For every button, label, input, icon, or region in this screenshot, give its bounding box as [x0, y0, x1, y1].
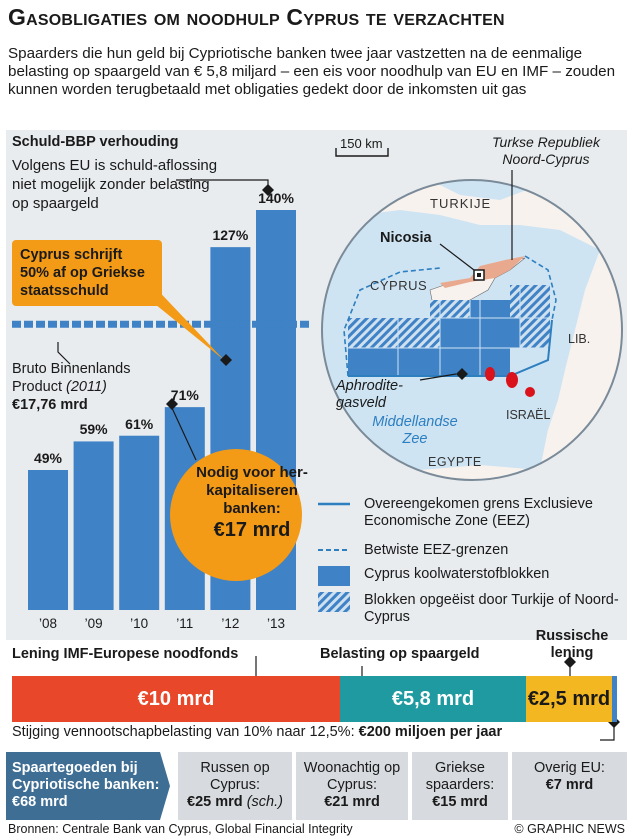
savings-item-label: Overig EU:: [534, 760, 605, 776]
bar-category-label: ’08: [38, 616, 57, 631]
savings-row: Spaartegoeden bij Cypriotische banken: €…: [6, 752, 627, 820]
savings-item-value: €21 mrd: [324, 794, 380, 810]
eez-agreed-line: [348, 319, 553, 377]
map-scale-label: 150 km: [340, 136, 383, 151]
bar-value-label: 49%: [33, 450, 63, 466]
legend-label: Blokken opgeëist door Turkije of Noord-C…: [364, 592, 619, 625]
map-label-trnc: Turkse Republiek Noord-Cyprus: [492, 134, 600, 167]
bar-value-label: 71%: [170, 387, 199, 404]
bar-category-label: ’10: [130, 616, 149, 631]
gdp-year: (2011): [66, 379, 107, 395]
recap-circle: [170, 449, 302, 581]
eez-disputed-line-east: [524, 255, 557, 321]
savings-item: Griekse spaarders: €15 mrd: [412, 752, 508, 820]
gdp-label-line2: Product: [12, 379, 62, 395]
bar-1: [73, 441, 114, 610]
loan-segment-tax: €5,8 mrd: [340, 676, 526, 722]
savings-item: Woonachtig op Cyprus: €21 mrd: [296, 752, 408, 820]
vat-line: Stijging vennootschapbelasting van 10% n…: [12, 724, 627, 740]
bar-category-label: ’09: [84, 616, 103, 631]
savings-title: Spaartegoeden bij Cypriotische banken: €…: [12, 760, 160, 810]
legend-label: Cyprus koolwaterstofblokken: [364, 566, 550, 582]
savings-item: Overig EU: €7 mrd: [512, 752, 627, 820]
eez-disputed-line: [343, 267, 441, 377]
chart-title: Schuld-BBP verhouding: [12, 134, 179, 150]
tax-value: €5,8 mrd: [391, 687, 475, 710]
savings-item-label: Woonachtig op Cyprus:: [303, 760, 401, 793]
greek-callout-pointer: [150, 282, 224, 360]
imf-loan-value: €10 mrd: [137, 687, 215, 710]
recap-pointer: [171, 407, 197, 461]
map-label-aphrodite: Aphrodite-gasveld: [336, 378, 403, 411]
bar-category-label: ’11: [176, 616, 194, 631]
nicosia-pointer: [439, 243, 475, 271]
eu-note: Volgens EU is schuld-aflossing niet moge…: [12, 157, 218, 212]
bar-category-label: ’13: [266, 616, 285, 631]
bar-category-label: ’12: [221, 616, 240, 631]
recap-text: Nodig voor her-kapitaliseren banken:: [196, 464, 308, 517]
recap-callout: Nodig voor her-kapitaliseren banken: €17…: [183, 464, 321, 542]
loan-segment-imf: €10 mrd: [12, 676, 340, 722]
vat-value: €200 miljoen per jaar: [358, 724, 503, 740]
bar-value-label: 140%: [258, 190, 294, 206]
loan-bar: €10 mrd €5,8 mrd €2,5 mrd: [12, 676, 617, 722]
map-scale-bar: [335, 148, 389, 157]
legend-item-claimed: Blokken opgeëist door Turkije of Noord-C…: [316, 592, 626, 632]
aphrodite-pointer: [419, 373, 457, 381]
map-label-egypte: EGYPTE: [428, 455, 482, 469]
legend-solid-block-icon: [318, 566, 350, 586]
recap-value: €17 mrd: [213, 519, 291, 541]
legend-label: Betwiste EEZ-grenzen: [364, 542, 509, 558]
gdp-label-pointer: [57, 342, 71, 365]
map-border: [321, 179, 623, 481]
map-label-turkije: TURKIJE: [430, 196, 492, 211]
savings-item: Russen op Cyprus: €25 mrd (sch.): [178, 752, 292, 820]
gdp-label: Bruto Binnenlands Product (2011) €17,76 …: [12, 360, 212, 414]
copyright-credit: © GRAPHIC NEWS: [514, 822, 625, 836]
savings-item-label: Russen op Cyprus:: [200, 760, 270, 793]
bar-2: [119, 435, 160, 610]
page-subtitle: Spaarders die hun geld bij Cypriotische …: [8, 45, 616, 98]
savings-arrow: [6, 752, 170, 820]
greek-callout-marker: [220, 354, 232, 366]
savings-item-value: €15 mrd: [432, 794, 488, 810]
savings-item-label: Griekse spaarders:: [425, 760, 495, 793]
savings-item-value: €25 mrd: [187, 794, 243, 810]
map-label-israel: ISRAËL: [506, 408, 551, 422]
vat-text: Stijging vennootschapbelasting van 10% n…: [12, 724, 355, 740]
bar-0: [28, 470, 68, 610]
recap-marker: [166, 398, 178, 410]
map-legend: Overeengekomen grens Exclusieve Economis…: [316, 496, 626, 632]
legend-item-blocks: Cyprus koolwaterstofblokken: [316, 566, 626, 592]
savings-item-note: (sch.): [246, 794, 283, 810]
source-credit: Bronnen: Centrale Bank van Cyprus, Globa…: [8, 822, 353, 836]
legend-hatched-block-icon: [318, 592, 350, 612]
tax-label: Belasting op spaargeld: [320, 646, 480, 662]
egypt-land: [322, 430, 622, 480]
legend-item-disputed: Betwiste EEZ-grenzen: [316, 542, 626, 566]
legend-item-eez: Overeengekomen grens Exclusieve Economis…: [316, 496, 626, 542]
aphrodite-marker: [456, 368, 468, 380]
gas-fields: [485, 367, 535, 397]
gdp-value: €17,76 mrd: [12, 397, 88, 413]
map-label-sea: Middellandse Zee: [372, 414, 458, 447]
greek-debt-callout: Cyprus schrijft 50% af op Griekse staats…: [12, 240, 162, 306]
bar-value-label: 61%: [125, 415, 154, 432]
map-label-lib: LIB.: [568, 332, 591, 346]
savings-item-value: €7 mrd: [545, 777, 594, 793]
imf-loan-label: Lening IMF-Europese noodfonds: [12, 646, 239, 662]
map-label-nicosia: Nicosia: [380, 230, 432, 246]
legend-label: Overeengekomen grens Exclusieve Economis…: [364, 496, 593, 529]
bar-value-label: 127%: [212, 227, 249, 244]
map-label-cyprus: CYPRUS: [370, 278, 428, 293]
gdp-label-line1: Bruto Binnenlands: [12, 361, 131, 377]
russian-loan-value: €2,5 mrd: [527, 687, 611, 710]
loan-segment-russian: €2,5 mrd: [526, 676, 612, 722]
loan-segment-vat: [612, 676, 617, 722]
eu-note-marker: [262, 184, 274, 196]
page-title: Gasobligaties om noodhulp Cyprus te verz…: [8, 4, 505, 30]
bar-value-label: 59%: [79, 421, 108, 438]
russian-loan-label: Russische lening: [535, 628, 609, 661]
